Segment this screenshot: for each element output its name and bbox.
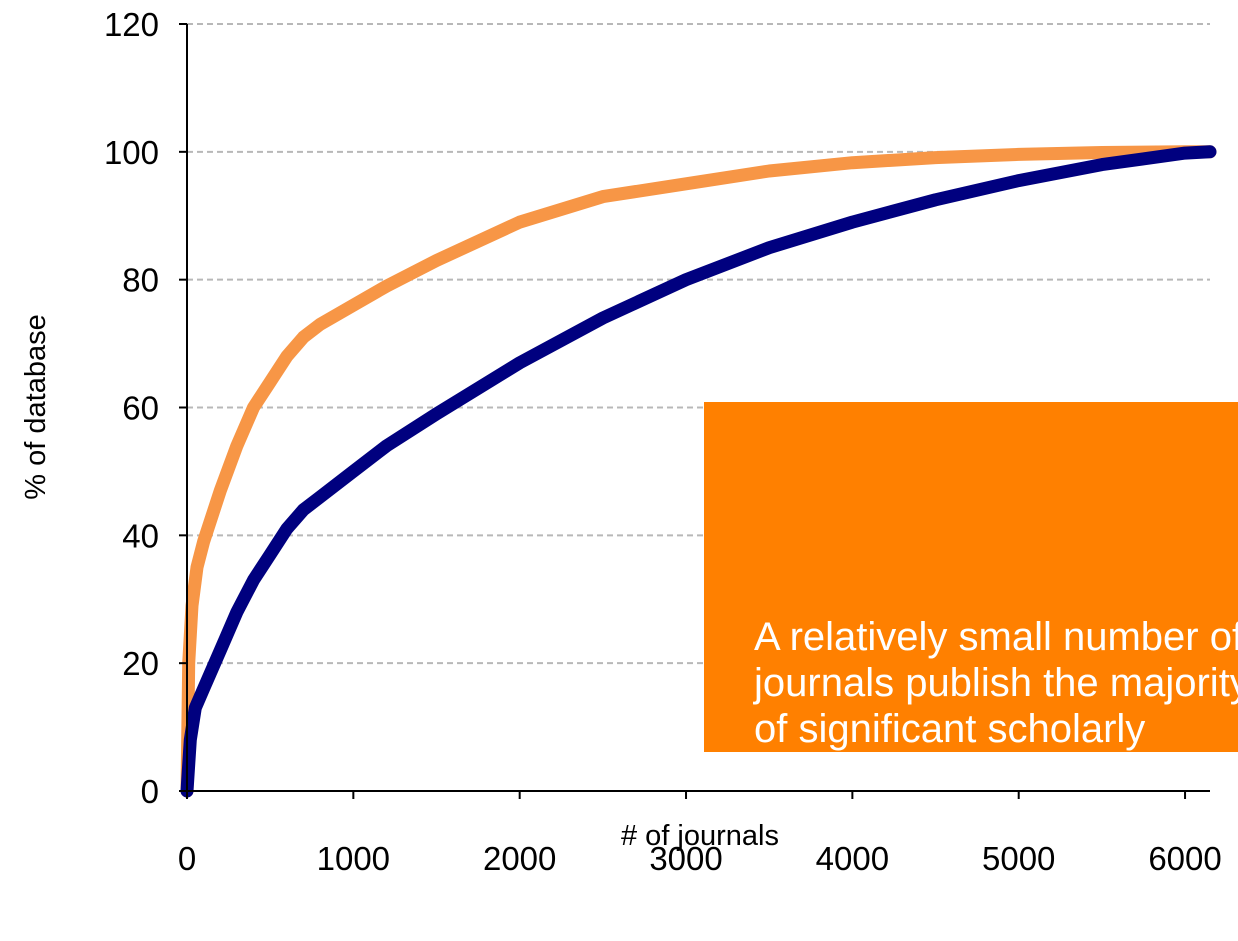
x-tick-label: 3000 — [649, 840, 722, 877]
x-tick-label: 5000 — [982, 840, 1055, 877]
y-tick-label: 20 — [122, 645, 159, 682]
y-tick-label: 40 — [122, 517, 159, 554]
series-line-2 — [180, 145, 1217, 798]
annotation-text: A relatively small number of journals pu… — [754, 615, 1238, 751]
y-tick-label: 60 — [122, 390, 159, 427]
x-tick-label: 0 — [178, 840, 196, 877]
x-tick-label: 4000 — [816, 840, 889, 877]
x-tick-label: 2000 — [483, 840, 556, 877]
x-axis-title: # of journals — [621, 820, 779, 852]
y-tick-label: 100 — [104, 134, 159, 171]
x-tick-label: 1000 — [317, 840, 390, 877]
series-line-1 — [180, 145, 1217, 798]
y-tick-label: 120 — [104, 6, 159, 43]
x-tick-label: 6000 — [1148, 840, 1221, 877]
axes — [179, 23, 1210, 799]
y-tick-label: 0 — [141, 773, 159, 810]
series-lines — [180, 145, 1217, 798]
y-tick-label: 80 — [122, 262, 159, 299]
y-axis-title: % of database — [20, 314, 52, 499]
annotation-box: A relatively small number of journals pu… — [704, 402, 1238, 752]
tick-labels: 0 20 40 60 80 100 120 0 1000 2000 3000 4000 5000 6000 — [104, 6, 1222, 877]
